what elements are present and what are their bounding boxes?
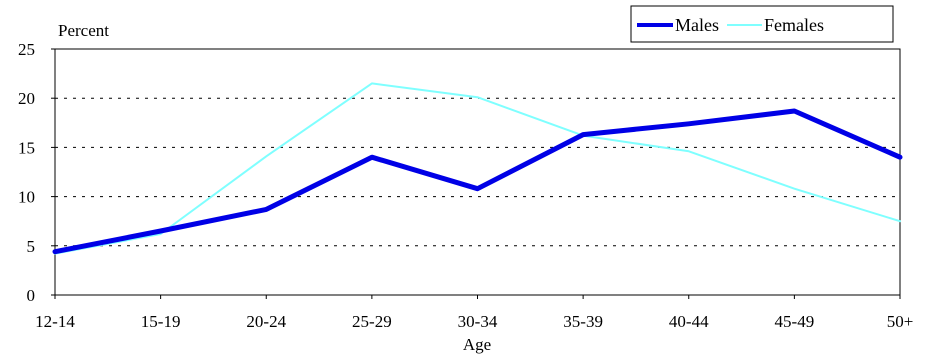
- x-axis-title: Age: [463, 335, 491, 354]
- series-lines: [52, 82, 903, 255]
- y-axis-title: Percent: [58, 21, 109, 40]
- x-tick-label: 40-44: [669, 312, 709, 331]
- gridlines: [55, 97, 900, 247]
- legend-label-males: Males: [675, 15, 719, 35]
- x-tick-label: 12-14: [35, 312, 75, 331]
- x-tick-label: 35-39: [563, 312, 603, 331]
- y-tick-label: 10: [18, 188, 35, 207]
- y-tick-label: 5: [27, 237, 36, 256]
- x-tick-label: 15-19: [141, 312, 181, 331]
- legend-label-females: Females: [764, 15, 824, 35]
- y-tick-label: 20: [18, 89, 35, 108]
- y-axis-ticks: 0 5 10 15 20 25: [18, 40, 55, 305]
- y-tick-label: 0: [27, 286, 36, 305]
- x-tick-label: 25-29: [352, 312, 392, 331]
- legend: Males Females: [630, 5, 894, 43]
- y-tick-label: 25: [18, 40, 35, 59]
- series-line-males: [52, 108, 903, 255]
- plot-area: [54, 48, 901, 296]
- x-axis-ticks: 12-14 15-19 20-24 25-29 30-34 35-39 40-44 45-49…: [35, 295, 913, 331]
- y-tick-label: 15: [18, 138, 35, 157]
- series-line-females: [54, 82, 901, 255]
- x-tick-label: 50+: [887, 312, 914, 331]
- x-tick-label: 20-24: [246, 312, 286, 331]
- x-tick-label: 45-49: [775, 312, 815, 331]
- x-tick-label: 30-34: [458, 312, 498, 331]
